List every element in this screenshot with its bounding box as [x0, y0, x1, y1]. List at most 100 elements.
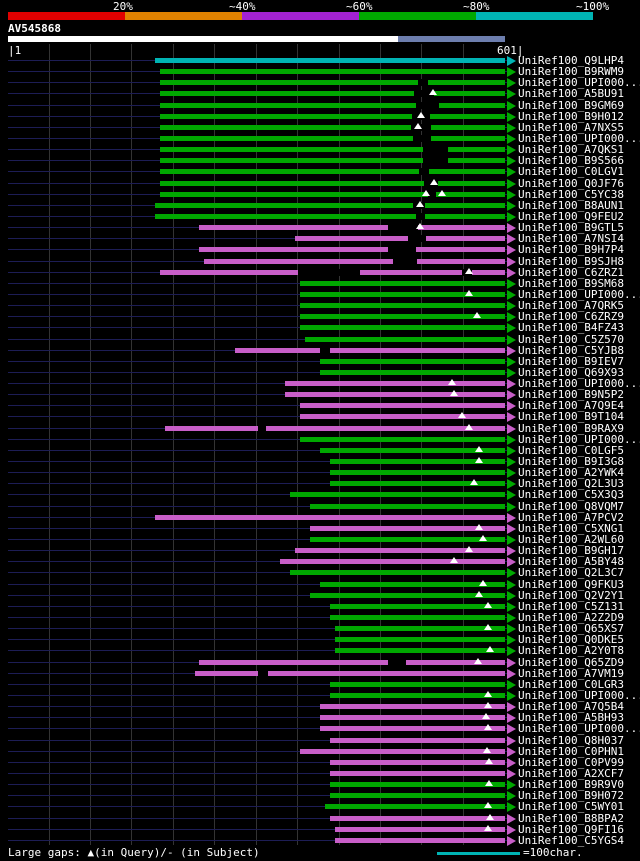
- hit-label[interactable]: UniRef100_Q8VQM7: [518, 499, 624, 513]
- hit-label[interactable]: UniRef100_UPI000...: [518, 76, 640, 90]
- alignment-bar[interactable]: [320, 358, 505, 364]
- hit-label[interactable]: UniRef100_B8BPA2: [518, 811, 624, 825]
- alignment-bar[interactable]: [159, 157, 505, 165]
- hit-label[interactable]: UniRef100_B9N5P2: [518, 388, 624, 402]
- alignment-bar[interactable]: [199, 246, 505, 254]
- hit-label[interactable]: UniRef100_C0LGR3: [518, 677, 624, 691]
- alignment-bar[interactable]: [204, 257, 505, 265]
- hit-label[interactable]: UniRef100_B9H012: [518, 109, 624, 123]
- hit-label[interactable]: UniRef100_B9RWM9: [518, 65, 624, 79]
- alignment-bar[interactable]: [335, 637, 505, 643]
- hit-label[interactable]: UniRef100_B9S566: [518, 154, 624, 168]
- alignment-bar[interactable]: [159, 79, 505, 87]
- hit-label[interactable]: UniRef100_C6ZRZ9: [518, 310, 624, 324]
- alignment-bar[interactable]: [309, 590, 505, 598]
- hit-label[interactable]: UniRef100_A7PCV2: [518, 510, 624, 524]
- hit-label[interactable]: UniRef100_Q9LHP4: [518, 54, 624, 67]
- alignment-bar[interactable]: [330, 770, 505, 776]
- hit-label[interactable]: UniRef100_Q9FKU3: [518, 577, 624, 591]
- hit-label[interactable]: UniRef100_UPI000...: [518, 432, 640, 446]
- alignment-bar[interactable]: [234, 346, 505, 354]
- hit-label[interactable]: UniRef100_Q0DKE5: [518, 633, 624, 647]
- alignment-bar[interactable]: [330, 601, 505, 609]
- hit-label[interactable]: UniRef100_A5BU91: [518, 87, 624, 101]
- hit-label[interactable]: UniRef100_C5Z131: [518, 599, 624, 613]
- hit-label[interactable]: UniRef100_Q2L3C7: [518, 566, 624, 580]
- alignment-bar[interactable]: [325, 802, 505, 810]
- alignment-bar[interactable]: [330, 681, 505, 687]
- alignment-bar[interactable]: [330, 737, 505, 743]
- hit-label[interactable]: UniRef100_A2YWK4: [518, 466, 624, 480]
- alignment-bar[interactable]: [159, 69, 505, 75]
- alignment-bar[interactable]: [294, 235, 505, 243]
- hit-label[interactable]: UniRef100_A5BH93: [518, 711, 624, 725]
- alignment-bar[interactable]: [330, 457, 505, 465]
- alignment-bar[interactable]: [330, 813, 505, 821]
- hit-label[interactable]: UniRef100_A5BY48: [518, 555, 624, 569]
- hit-label[interactable]: UniRef100_C0LGF5: [518, 443, 624, 457]
- hit-label[interactable]: UniRef100_A7QRK5: [518, 299, 624, 313]
- alignment-bar[interactable]: [154, 58, 505, 63]
- hit-label[interactable]: UniRef100_C5XNG1: [518, 521, 624, 535]
- hit-label[interactable]: UniRef100_Q65ZD9: [518, 655, 624, 669]
- hit-label[interactable]: UniRef100_B4FZ43: [518, 321, 624, 335]
- hit-label[interactable]: UniRef100_B9IEV7: [518, 354, 624, 368]
- alignment-bar[interactable]: [320, 702, 505, 710]
- alignment-bar[interactable]: [330, 470, 505, 476]
- hit-label[interactable]: UniRef100_Q8H037: [518, 733, 624, 747]
- alignment-bar[interactable]: [199, 223, 505, 232]
- alignment-bar[interactable]: [289, 570, 505, 576]
- alignment-bar[interactable]: [330, 757, 505, 765]
- hit-label[interactable]: UniRef100_UPI000...: [518, 688, 640, 702]
- alignment-bar[interactable]: [320, 445, 505, 453]
- hit-label[interactable]: UniRef100_B9T104: [518, 410, 624, 424]
- hit-label[interactable]: UniRef100_B9H7P4: [518, 243, 624, 257]
- hit-label[interactable]: UniRef100_Q9FI16: [518, 822, 624, 836]
- hit-label[interactable]: UniRef100_B9RAX9: [518, 421, 624, 435]
- hit-label[interactable]: UniRef100_Q0JF76: [518, 176, 624, 190]
- alignment-bar[interactable]: [300, 403, 505, 409]
- alignment-bar[interactable]: [335, 646, 505, 654]
- hit-label[interactable]: UniRef100_C5WY01: [518, 800, 624, 814]
- alignment-bar[interactable]: [159, 178, 505, 187]
- alignment-bar[interactable]: [330, 690, 505, 698]
- alignment-bar[interactable]: [159, 101, 505, 109]
- hit-label[interactable]: UniRef100_UPI000...: [518, 287, 640, 301]
- hit-label[interactable]: UniRef100_B9SM68: [518, 276, 624, 290]
- hit-label[interactable]: UniRef100_A2XCF7: [518, 766, 624, 780]
- alignment-bar[interactable]: [159, 89, 505, 98]
- hit-label[interactable]: UniRef100_C5YGS4: [518, 833, 624, 847]
- hit-label[interactable]: UniRef100_Q2L3U3: [518, 477, 624, 491]
- alignment-bar[interactable]: [309, 503, 505, 509]
- hit-label[interactable]: UniRef100_B9GH17: [518, 544, 624, 558]
- alignment-bar[interactable]: [300, 436, 505, 442]
- alignment-bar[interactable]: [159, 168, 505, 176]
- hit-label[interactable]: UniRef100_A2Z2D9: [518, 611, 624, 624]
- alignment-bar[interactable]: [294, 546, 505, 554]
- hit-label[interactable]: UniRef100_A7NSI4: [518, 232, 624, 246]
- alignment-bar[interactable]: [335, 837, 505, 843]
- hit-label[interactable]: UniRef100_C5YC38: [518, 187, 624, 201]
- hit-label[interactable]: UniRef100_A7Q5B4: [518, 700, 624, 714]
- hit-label[interactable]: UniRef100_C0PV99: [518, 755, 624, 769]
- hit-label[interactable]: UniRef100_A2WL60: [518, 533, 624, 547]
- hit-label[interactable]: UniRef100_Q65XS7: [518, 622, 624, 636]
- alignment-bar[interactable]: [164, 423, 505, 432]
- hit-label[interactable]: UniRef100_B9H072: [518, 789, 624, 803]
- alignment-bar[interactable]: [284, 390, 505, 398]
- alignment-bar[interactable]: [159, 122, 505, 131]
- alignment-bar[interactable]: [330, 615, 505, 620]
- hit-label[interactable]: UniRef100_A7QKS1: [518, 143, 624, 157]
- hit-label[interactable]: UniRef100_B9GM69: [518, 98, 624, 112]
- alignment-bar[interactable]: [330, 793, 505, 799]
- alignment-bar[interactable]: [159, 146, 505, 154]
- alignment-bar[interactable]: [300, 746, 505, 754]
- alignment-bar[interactable]: [300, 312, 505, 320]
- hit-label[interactable]: UniRef100_Q9FEU2: [518, 209, 624, 223]
- hit-label[interactable]: UniRef100_B9SJH8: [518, 254, 624, 268]
- alignment-bar[interactable]: [300, 289, 505, 297]
- hit-label[interactable]: UniRef100_A2Y0T8: [518, 644, 624, 658]
- hit-label[interactable]: UniRef100_B8AUN1: [518, 198, 624, 212]
- alignment-bar[interactable]: [309, 535, 505, 543]
- alignment-bar[interactable]: [335, 624, 505, 632]
